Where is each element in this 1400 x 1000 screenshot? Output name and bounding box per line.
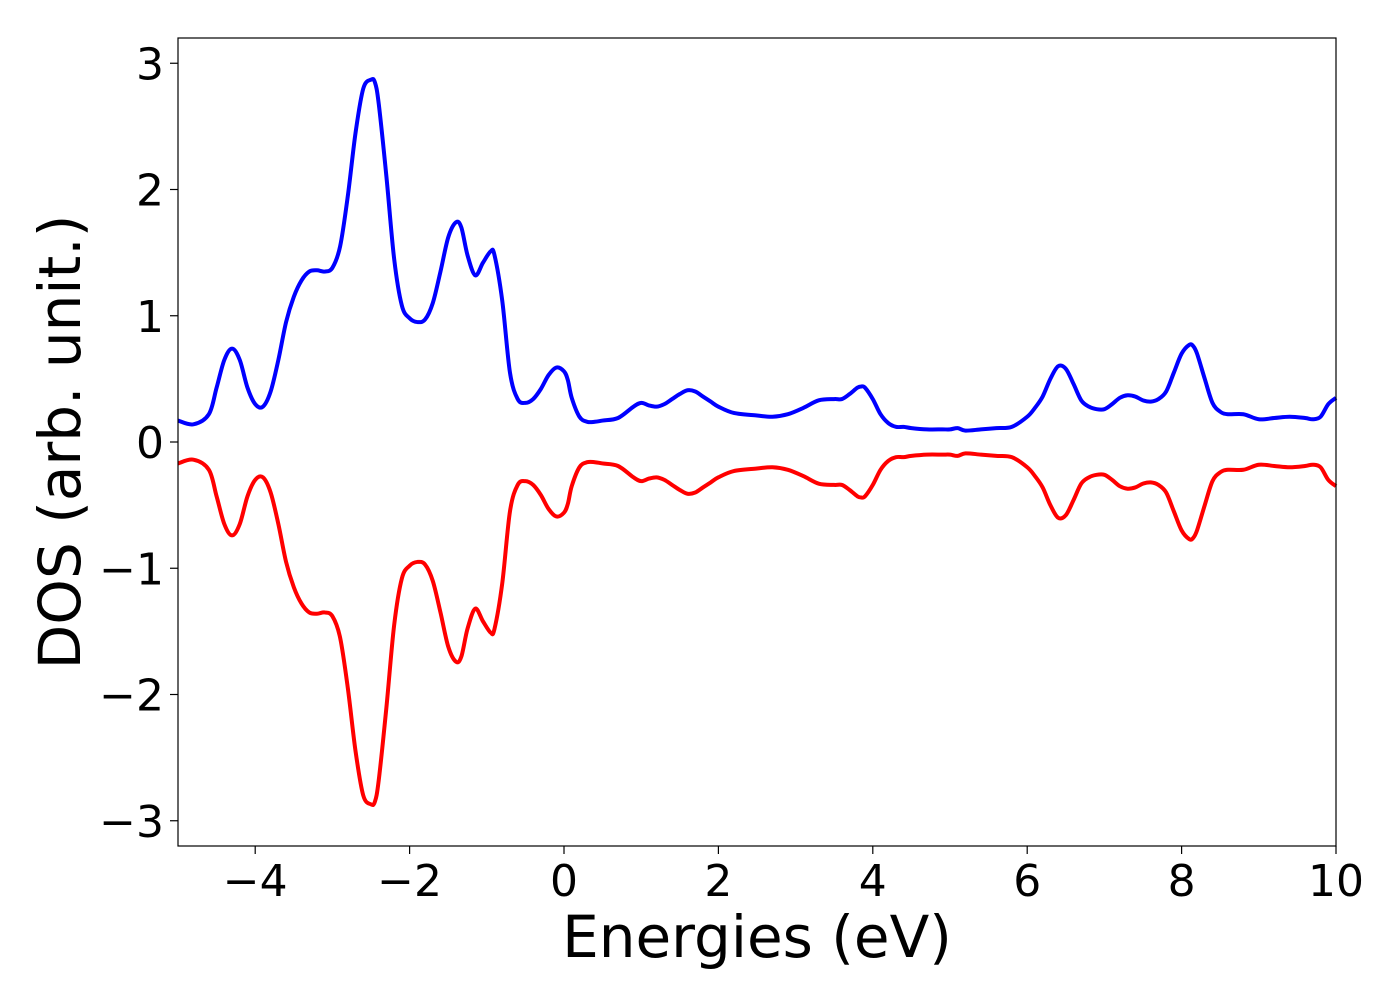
x-tick-label: −2 [377,856,442,907]
dos-spin-up-line [177,76,1338,433]
x-tick-label: 10 [1308,856,1364,907]
y-tick-label: 2 [136,166,164,217]
series-layer [177,76,1338,808]
x-tick-label: 0 [550,856,578,907]
y-tick-label: −3 [99,797,164,848]
x-axis-label: Energies (eV) [562,903,952,971]
y-tick-label: −2 [99,671,164,722]
y-tick-label: 1 [136,292,164,343]
x-tick-label: 8 [1168,856,1196,907]
y-tick-label: −1 [99,544,164,595]
dos-spin-down-line [177,451,1338,808]
y-axis-label: DOS (arb. unit.) [26,215,94,670]
x-tick-label: −4 [223,856,288,907]
x-tick-label: 2 [704,856,732,907]
x-tick-label: 6 [1013,856,1041,907]
x-tick-label: 4 [859,856,887,907]
y-tick-label: 0 [136,418,164,469]
y-tick-label: 3 [136,39,164,90]
